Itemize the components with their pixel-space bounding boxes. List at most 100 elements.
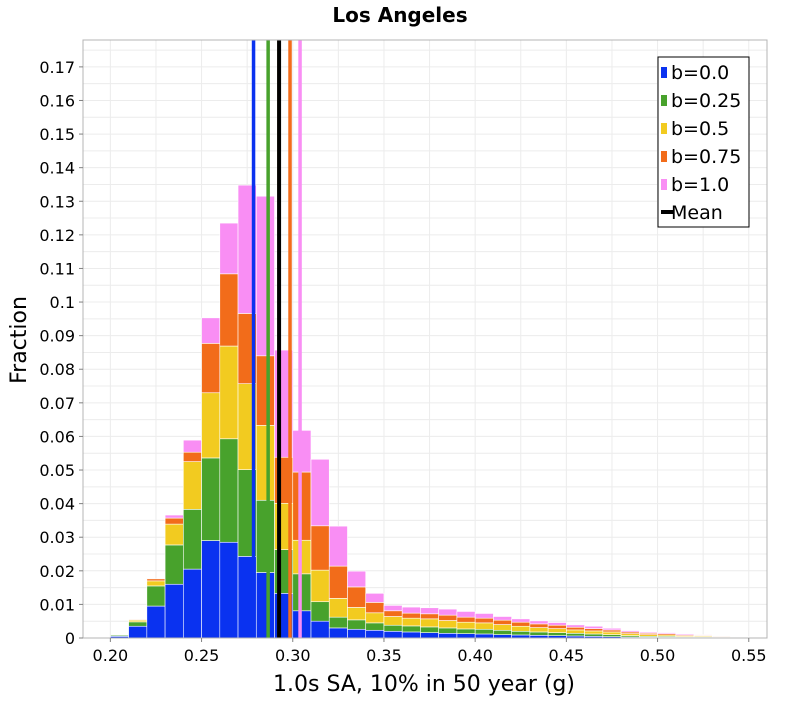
legend-label-b-0-75: b=0.75 [671,146,741,168]
bar-segment-b-0-0 [384,631,402,638]
y-tick-label: 0.13 [39,192,75,211]
bar-segment-b-0-75 [366,602,384,612]
bar-segment-b-0-5 [366,613,384,623]
bar-segment-b-1-0 [603,628,621,630]
bar-segment-b-0-5 [621,634,639,636]
x-tick-label: 0.45 [549,646,585,665]
y-tick-label: 0.04 [39,495,75,514]
bar-segment-b-0-25 [256,500,274,572]
bar-segment-b-0-0 [311,621,329,638]
bar-segment-b-0-75 [420,614,438,619]
bar-segment-b-0-75 [329,566,347,598]
bar-segment-b-0-0 [402,632,420,638]
bar-segment-b-0-0 [220,542,238,638]
y-tick-label: 0.07 [39,394,75,413]
legend-label-mean: Mean [671,202,723,224]
bar-segment-b-0-5 [311,570,329,602]
bar-segment-b-0-0 [202,541,220,638]
bar-segment-b-1-0 [220,223,238,274]
bar-segment-b-0-25 [311,602,329,621]
bar-segment-b-0-75 [183,452,201,461]
legend-label-b-0-25: b=0.25 [671,90,741,112]
bar-segment-b-1-0 [676,634,694,635]
chart-title: Los Angeles [332,3,467,27]
bar-segment-b-0-25 [512,631,530,635]
bar-segment-b-0-75 [530,624,548,628]
bar-segment-b-0-5 [566,630,584,633]
bar-segment-b-1-0 [384,605,402,610]
bar-segment-b-1-0 [639,632,657,633]
bar-segment-b-0-75 [475,618,493,623]
bar-segment-b-0-75 [129,620,147,621]
y-tick-label: 0.11 [39,259,75,278]
bar-segment-b-0-25 [457,629,475,634]
bar-segment-b-0-5 [220,346,238,439]
bar-segment-b-1-0 [493,616,511,620]
y-tick-label: 0.08 [39,360,75,379]
bar-segment-b-0-0 [420,633,438,638]
bar-segment-b-1-0 [256,196,274,356]
bar-segment-b-0-75 [585,629,603,631]
bar-segment-b-0-25 [329,617,347,628]
bar-segment-b-1-0 [311,459,329,526]
bar-segment-b-0-25 [183,509,201,569]
legend-label-b-0-0: b=0.0 [671,62,729,84]
y-tick-label: 0.16 [39,91,75,110]
bar-segment-b-0-5 [347,607,365,619]
bar-segment-b-0-75 [311,526,329,570]
bar-segment-b-0-0 [147,606,165,638]
bar-segment-b-1-0 [621,631,639,632]
legend-label-b-1-0: b=1.0 [671,174,729,196]
bar-segment-b-1-0 [512,619,530,622]
y-tick-label: 0.02 [39,562,75,581]
legend-swatch-b-1-0 [661,179,667,190]
bar-segment-b-0-75 [347,587,365,607]
x-tick-label: 0.20 [93,646,129,665]
bar-segment-b-0-25 [548,633,566,636]
bar-segment-b-0-5 [183,462,201,510]
bar-segment-b-0-5 [439,621,457,628]
bar-segment-b-0-25 [402,626,420,632]
bar-segment-b-0-25 [603,635,621,637]
bar-segment-b-0-25 [165,545,183,584]
bar-segment-b-0-5 [530,628,548,632]
y-tick-label: 0.05 [39,461,75,480]
y-tick-label: 0.12 [39,226,75,245]
y-tick-label: 0.14 [39,159,75,178]
x-tick-label: 0.55 [731,646,767,665]
bar-segment-b-0-5 [512,626,530,631]
bar-segment-b-0-5 [165,524,183,545]
bar-segment-b-0-5 [329,598,347,617]
y-tick-label: 0.06 [39,427,75,446]
bar-segment-b-0-75 [566,627,584,630]
bar-segment-b-0-0 [329,628,347,638]
y-tick-label: 0.09 [39,327,75,346]
bar-segment-b-0-5 [493,625,511,631]
bar-segment-b-0-5 [548,629,566,633]
bar-segment-b-0-5 [457,622,475,629]
bar-segment-b-0-25 [110,635,128,636]
bar-segment-b-0-0 [256,572,274,638]
x-axis-label: 1.0s SA, 10% in 50 year (g) [273,672,575,697]
bar-segment-b-0-25 [585,634,603,636]
bar-segment-b-0-25 [220,439,238,542]
bar-segment-b-0-0 [366,630,384,638]
bar-segment-b-1-0 [585,626,603,628]
x-tick-label: 0.50 [640,646,676,665]
bar-segment-b-1-0 [530,621,548,624]
bar-segment-b-1-0 [183,440,201,452]
y-tick-label: 0.1 [50,293,75,312]
bar-segment-b-0-0 [493,635,511,638]
bar-segment-b-0-5 [603,632,621,635]
y-tick-label: 0.01 [39,595,75,614]
bar-segment-b-0-5 [202,393,220,458]
bar-segment-b-0-5 [256,425,274,500]
y-tick-label: 0.15 [39,125,75,144]
x-tick-label: 0.35 [366,646,402,665]
bar-segment-b-0-25 [147,586,165,606]
bar-segment-b-0-0 [183,569,201,638]
bar-segment-b-0-75 [603,630,621,632]
